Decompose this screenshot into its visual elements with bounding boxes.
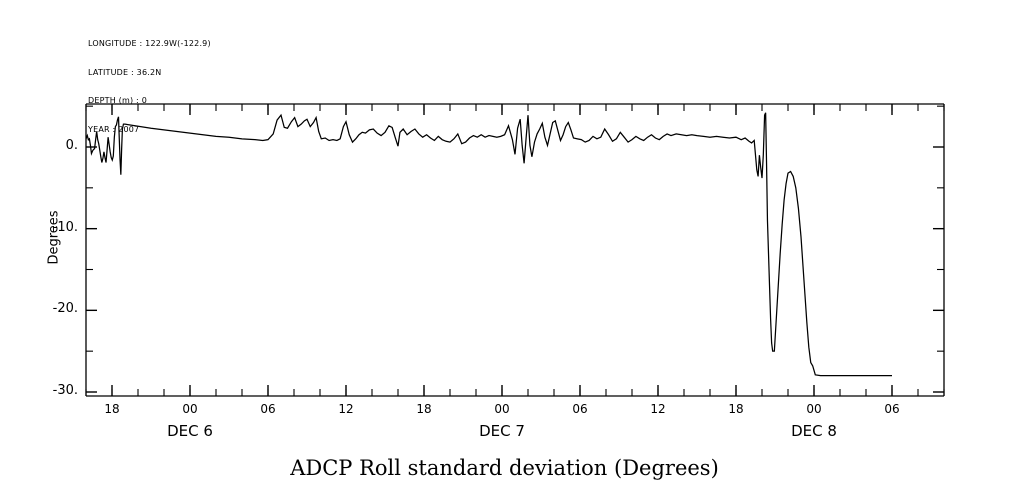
metadata-block: LONGITUDE : 122.9W(-122.9) LATITUDE : 36…: [88, 20, 211, 153]
metadata-year: YEAR : 2007: [88, 124, 140, 134]
x-tick-label: 12: [338, 402, 354, 416]
x-tick-label: 18: [728, 402, 744, 416]
x-tick-label: 06: [884, 402, 900, 416]
y-tick-label: 0.: [65, 138, 78, 153]
x-tick-label: 06: [572, 402, 588, 416]
y-tick-label: -10.: [52, 219, 78, 235]
x-tick-label: 18: [104, 402, 120, 416]
y-tick-label: -30.: [52, 383, 78, 398]
x-tick-label: 00: [182, 402, 198, 416]
x-tick-label: 00: [806, 402, 822, 416]
x-tick-label: 18: [416, 402, 432, 416]
x-tick-label: 06: [260, 402, 276, 416]
x-date-label: DEC 6: [167, 422, 213, 440]
y-tick-label: -20.: [52, 301, 78, 317]
x-tick-label: 12: [650, 402, 666, 416]
metadata-latitude: LATITUDE : 36.2N: [88, 67, 162, 77]
data-series-line: [85, 112, 892, 377]
metadata-longitude: LONGITUDE : 122.9W(-122.9): [88, 39, 211, 48]
metadata-depth: DEPTH (m) : 0: [88, 96, 147, 105]
x-date-label: DEC 8: [791, 422, 837, 440]
chart-title: ADCP Roll standard deviation (Degrees): [290, 456, 719, 480]
x-tick-label: 00: [494, 402, 510, 416]
x-date-label: DEC 7: [479, 422, 525, 440]
